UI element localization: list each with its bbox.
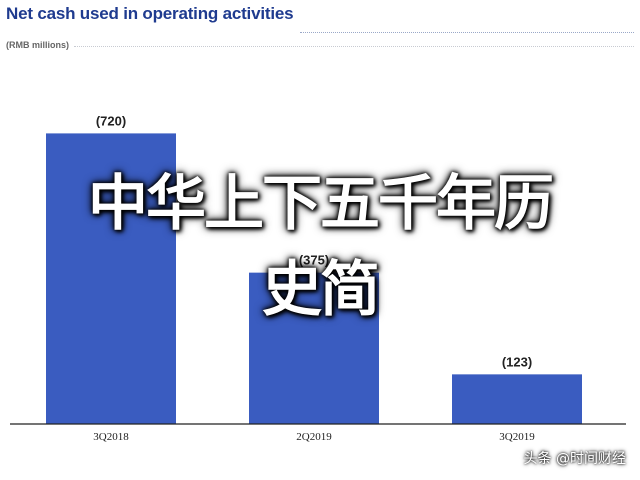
x-tick-label-2Q2019: 2Q2019 bbox=[296, 431, 332, 443]
overlay-text-line-1: 中华上下五千年历 bbox=[88, 169, 554, 239]
watermark: 头条 @时间财经 bbox=[523, 451, 626, 467]
chart-subtitle: (RMB millions) bbox=[6, 40, 69, 50]
bar-2Q2019 bbox=[249, 272, 379, 424]
title-divider bbox=[300, 32, 634, 33]
data-label-2Q2019: (375) bbox=[299, 253, 329, 268]
bar-3Q2019 bbox=[452, 374, 582, 424]
chart-title: Net cash used in operating activities bbox=[6, 4, 294, 23]
subtitle-divider bbox=[74, 46, 634, 47]
bar-3Q2018 bbox=[46, 133, 176, 424]
overlay-text-line-2: 史简 bbox=[262, 255, 380, 325]
x-tick-label-3Q2019: 3Q2019 bbox=[499, 431, 535, 443]
data-label-3Q2018: (720) bbox=[96, 113, 126, 128]
x-tick-label-3Q2018: 3Q2018 bbox=[93, 431, 129, 443]
data-label-3Q2019: (123) bbox=[502, 354, 532, 369]
